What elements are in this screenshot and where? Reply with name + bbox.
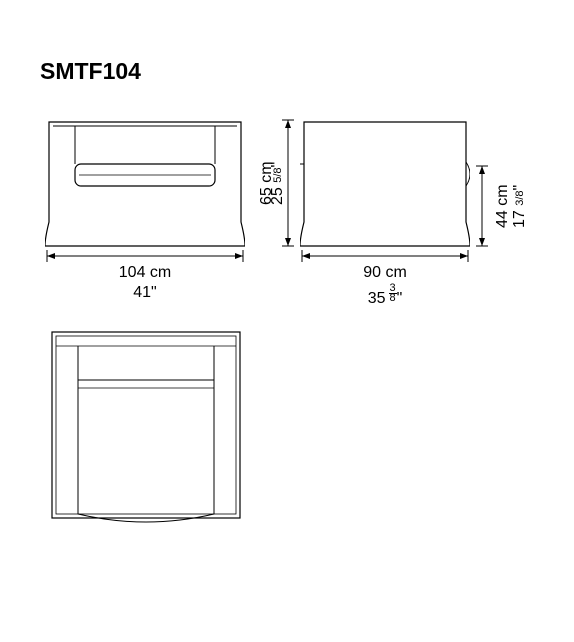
front-view (45, 118, 245, 248)
front-width-cm: 104 cm (45, 264, 245, 282)
seat-height-dim-line (476, 164, 490, 248)
front-width-dim-line (45, 250, 245, 264)
side-height-in: 25 5/8" (268, 118, 288, 248)
side-width-cm: 90 cm (300, 264, 470, 282)
product-code-title: SMTF104 (40, 58, 141, 85)
side-view (300, 118, 470, 248)
diagram-canvas: SMTF104 104 cm 41" (0, 0, 574, 642)
seat-height-in-den: 8 (514, 190, 526, 196)
side-width-in: 35 38" (300, 284, 470, 308)
top-view (50, 330, 242, 530)
front-width-in: 41" (45, 284, 245, 302)
side-height-in-den: 8 (272, 167, 284, 173)
side-height-in-num: 5 (272, 176, 284, 182)
side-width-in-whole: 35 (368, 290, 386, 307)
seat-height-in: 17 3/8" (510, 164, 530, 248)
seat-height-in-num: 3 (514, 199, 526, 205)
seat-height-in-whole: 17 (511, 210, 528, 228)
side-width-in-den: 8 (390, 292, 396, 304)
side-height-in-whole: 25 (269, 187, 286, 205)
side-width-dim-line (300, 250, 470, 264)
